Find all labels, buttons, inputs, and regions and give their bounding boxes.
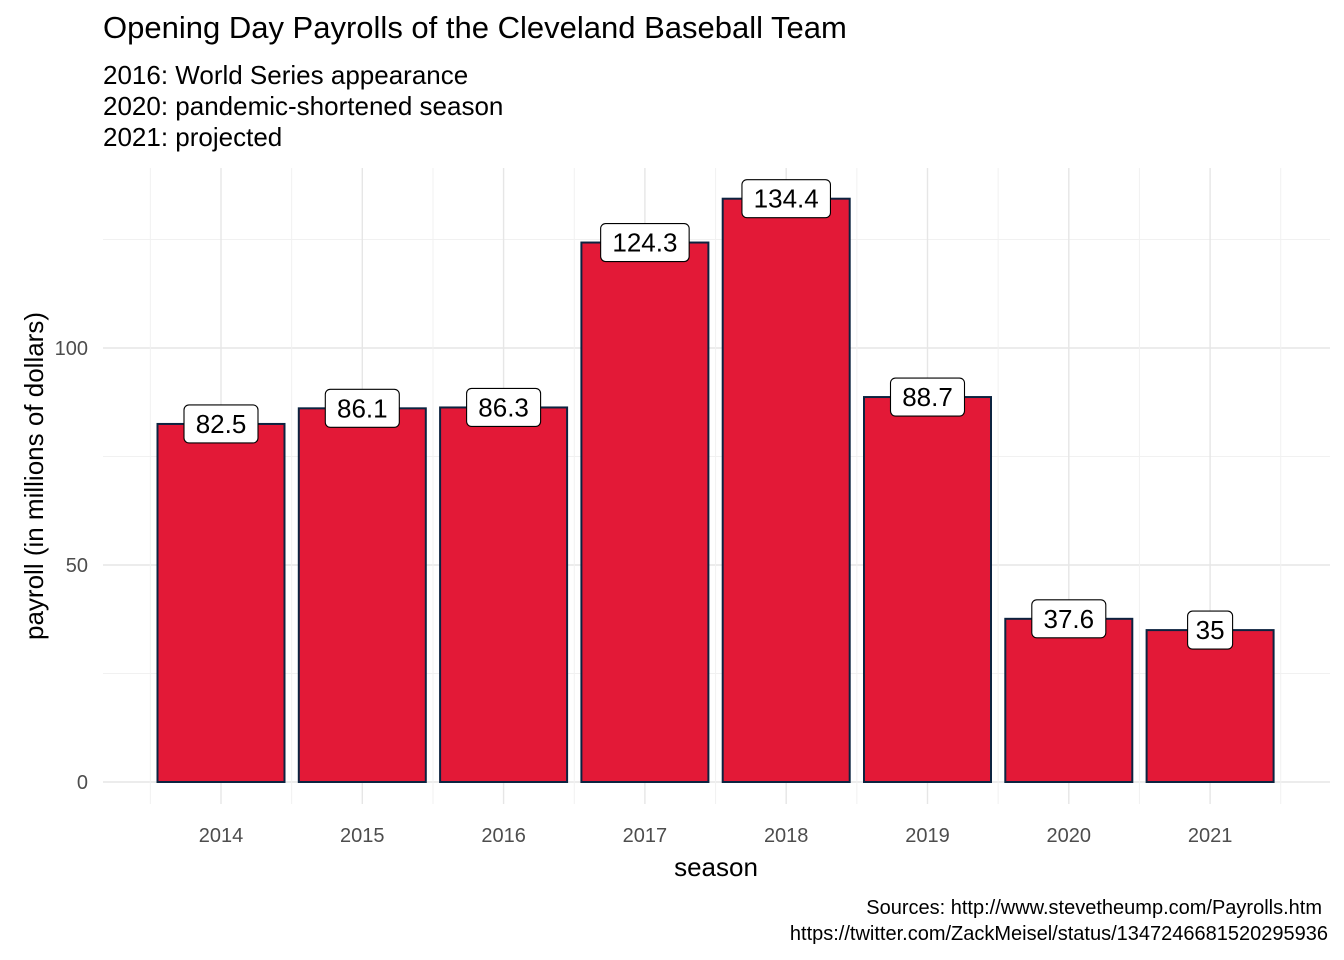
data-labels: 82.5 86.1 86.3 124.3 134.4 88.7 37.6 35 xyxy=(183,179,1234,650)
data-label: 82.5 xyxy=(196,409,247,439)
data-label: 35 xyxy=(1196,615,1225,645)
data-label: 134.4 xyxy=(754,184,819,214)
x-tick-label: 2019 xyxy=(905,825,950,847)
y-axis-title: payroll (in millions of dollars) xyxy=(19,312,49,640)
subtitle-line: 2016: World Series appearance xyxy=(103,60,469,90)
subtitle-line: 2021: projected xyxy=(103,122,283,152)
data-label: 124.3 xyxy=(612,228,677,258)
bars xyxy=(156,197,1275,784)
bar-2021 xyxy=(1145,629,1275,783)
data-label-box xyxy=(183,404,259,444)
x-tick-label: 2018 xyxy=(764,825,809,847)
bar-2015 xyxy=(297,407,427,783)
caption-line: https://twitter.com/ZackMeisel/status/13… xyxy=(789,923,1328,945)
axes: 0 50 100 2014 2015 2016 2017 2018 2019 2020 2021 se… xyxy=(19,312,1232,882)
data-label-box xyxy=(889,377,966,417)
data-label-box xyxy=(466,387,542,428)
data-label: 88.7 xyxy=(902,382,953,412)
subtitle-line: 2020: pandemic-shortened season xyxy=(103,91,504,121)
x-tick-label: 2016 xyxy=(481,825,526,847)
bar-2020 xyxy=(1004,617,1134,783)
chart-title: Opening Day Payrolls of the Cleveland Ba… xyxy=(103,10,847,45)
data-label: 86.1 xyxy=(337,393,388,423)
x-tick-label: 2017 xyxy=(623,825,668,847)
x-tick-label: 2014 xyxy=(199,825,244,847)
data-label-box xyxy=(1187,610,1234,650)
bar-2017 xyxy=(580,241,710,783)
bar-2019 xyxy=(863,396,992,783)
bar-2016 xyxy=(439,406,569,783)
bar-2014 xyxy=(156,422,286,783)
data-label-box xyxy=(1031,599,1107,639)
x-axis-title: season xyxy=(674,852,758,882)
bar-2018 xyxy=(721,197,851,784)
data-label-box xyxy=(741,179,832,219)
data-label-box xyxy=(600,222,690,263)
x-tick-label: 2021 xyxy=(1188,825,1233,847)
x-tick-label: 2020 xyxy=(1047,825,1092,847)
x-tick-label: 2015 xyxy=(340,825,385,847)
y-tick-label: 0 xyxy=(77,772,88,794)
caption-line: Sources: http://www.stevetheump.com/Payr… xyxy=(866,897,1322,919)
data-label: 86.3 xyxy=(478,392,529,422)
y-tick-label: 50 xyxy=(66,555,88,577)
data-label: 37.6 xyxy=(1043,604,1094,634)
y-tick-label: 100 xyxy=(55,338,88,360)
data-label-box xyxy=(324,388,400,428)
